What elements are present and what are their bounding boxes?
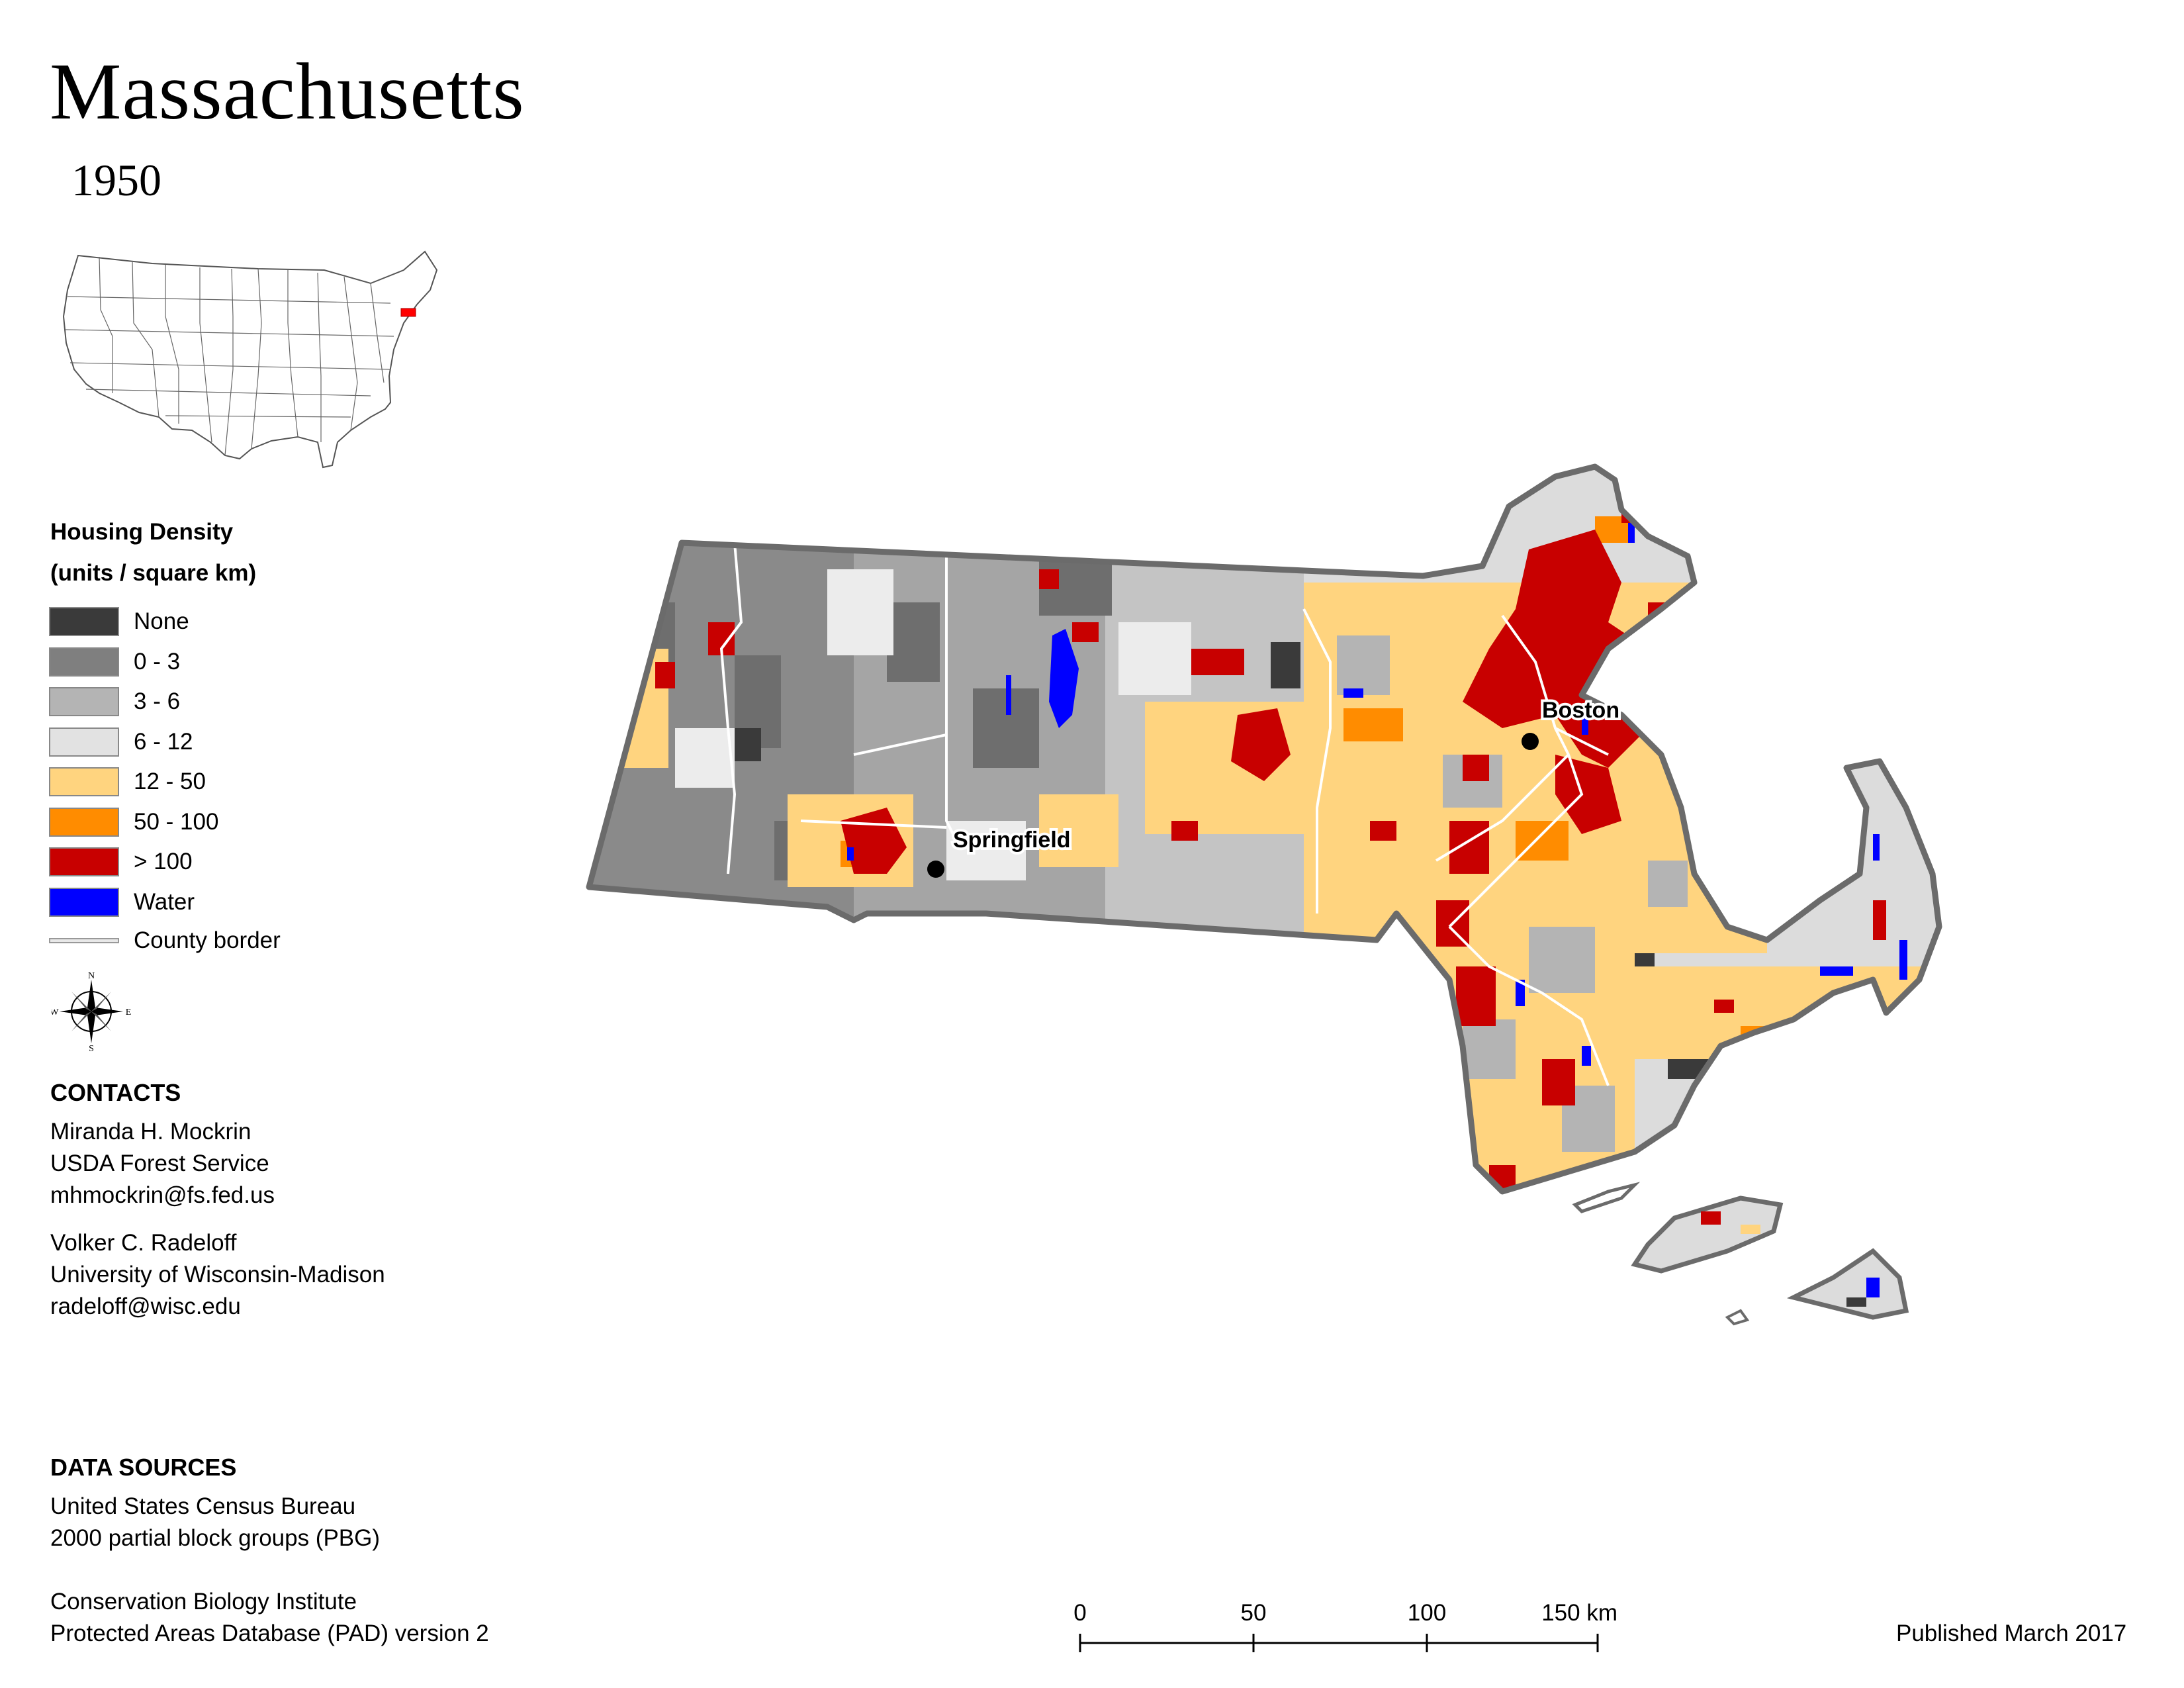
legend-item: 50 - 100: [49, 807, 218, 837]
data-source-2: Conservation Biology Institute Protected…: [50, 1586, 489, 1650]
legend-label: Water: [134, 888, 195, 915]
legend-item: 6 - 12: [49, 727, 193, 757]
legend-swatch: [49, 887, 119, 917]
legend-swatch: [49, 647, 119, 677]
legend-swatch: [49, 607, 119, 636]
legend-label: 3 - 6: [134, 688, 181, 714]
compass-e: E: [126, 1008, 131, 1017]
legend-swatch: [49, 807, 119, 837]
legend-item: > 100: [49, 847, 193, 877]
contacts-heading: CONTACTS: [50, 1079, 181, 1106]
scale-bar: 0 50 100 150 km: [1073, 1600, 1617, 1652]
legend-label: > 100: [134, 849, 193, 874]
contact-org: USDA Forest Service: [50, 1150, 269, 1176]
compass-rose-icon: N S W E: [52, 972, 131, 1051]
legend-swatch: [49, 727, 119, 757]
legend-label: County border: [134, 927, 281, 953]
contact-name: Volker C. Radeloff: [50, 1230, 237, 1256]
marthas-vineyard: [1631, 1196, 1784, 1274]
legend-item: 0 - 3: [49, 647, 180, 677]
springfield-label: Springfield: [953, 827, 1071, 853]
boston-label: Boston: [1542, 698, 1619, 723]
compass-w: W: [52, 1008, 59, 1017]
legend-label: 12 - 50: [134, 769, 206, 794]
county-border-swatch: [49, 938, 119, 943]
legend-swatch: [49, 767, 119, 796]
data-source-1: United States Census Bureau 2000 partial…: [50, 1491, 380, 1554]
legend-swatch: [49, 687, 119, 716]
map-year: 1950: [71, 155, 161, 205]
nantucket: [1786, 1248, 1909, 1320]
legend-title: Housing Density: [50, 519, 234, 545]
contact-name: Miranda H. Mockrin: [50, 1119, 251, 1145]
springfield-marker: [927, 861, 944, 878]
legend-label: None: [134, 608, 189, 634]
map-title: Massachusetts: [50, 47, 525, 136]
legend-item: 12 - 50: [49, 767, 206, 797]
scale-tick-50: 50: [1241, 1600, 1267, 1626]
scale-tick-0: 0: [1073, 1600, 1086, 1626]
contact-person-2: Volker C. Radeloff University of Wiscons…: [50, 1227, 385, 1323]
compass-s: S: [89, 1044, 94, 1051]
scale-tick-100: 100: [1408, 1600, 1446, 1626]
source-detail: 2000 partial block groups (PBG): [50, 1525, 381, 1551]
legend-label: 6 - 12: [134, 728, 193, 755]
source-org: Conservation Biology Institute: [50, 1589, 357, 1615]
legend-label: 0 - 3: [134, 648, 181, 675]
contact-person-1: Miranda H. Mockrin USDA Forest Service m…: [50, 1116, 275, 1211]
legend-item: Water: [49, 887, 195, 917]
data-sources-heading: DATA SOURCES: [50, 1454, 237, 1481]
massachusetts-housing-density-map: Springfield Boston: [586, 463, 1942, 1326]
state-border: [586, 463, 1942, 1195]
boston-marker: [1522, 733, 1539, 750]
legend-county-border: County border: [49, 925, 281, 956]
source-detail: Protected Areas Database (PAD) version 2: [50, 1620, 489, 1646]
source-org: United States Census Bureau: [50, 1493, 356, 1519]
legend-item: 3 - 6: [49, 686, 180, 717]
legend-subtitle: (units / square km): [50, 560, 257, 586]
contact-email: radeloff@wisc.edu: [50, 1293, 241, 1319]
us-locator-map: [62, 250, 438, 469]
massachusetts-highlight: [400, 308, 416, 317]
legend-swatch: [49, 847, 119, 876]
contact-org: University of Wisconsin-Madison: [50, 1262, 385, 1288]
compass-n: N: [88, 972, 95, 981]
scale-tick-150: 150 km: [1541, 1600, 1617, 1626]
legend-label: 50 - 100: [134, 808, 219, 835]
published-date: Published March 2017: [1896, 1620, 2127, 1646]
legend-item: None: [49, 606, 189, 637]
contact-email: mhmockrin@fs.fed.us: [50, 1182, 275, 1208]
